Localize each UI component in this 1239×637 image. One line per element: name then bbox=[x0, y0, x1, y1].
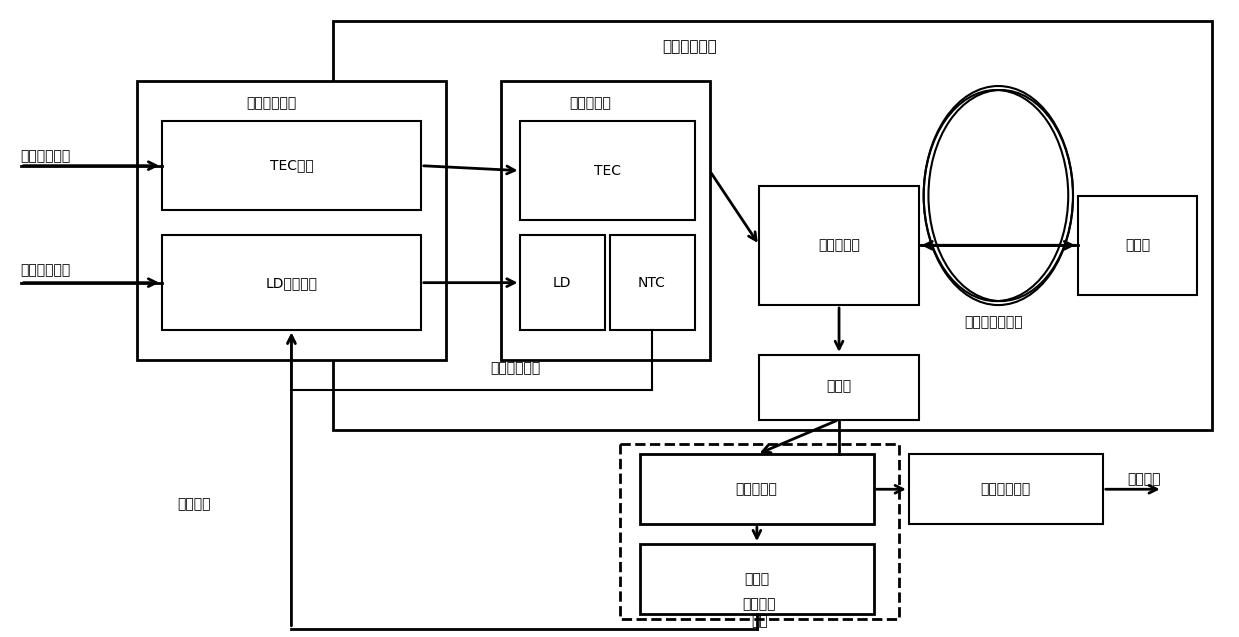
Text: 隔离器: 隔离器 bbox=[826, 380, 851, 394]
Text: 设定功率电压: 设定功率电压 bbox=[21, 263, 71, 277]
Text: LD: LD bbox=[553, 276, 571, 290]
Bar bbox=[501, 81, 710, 360]
Text: 光源输出: 光源输出 bbox=[1127, 472, 1161, 486]
Text: 实际温度电压: 实际温度电压 bbox=[491, 361, 540, 375]
Text: 泵浦激光器: 泵浦激光器 bbox=[569, 96, 611, 110]
Text: 探测器: 探测器 bbox=[743, 572, 769, 586]
Text: 光源驱动电路: 光源驱动电路 bbox=[247, 96, 296, 110]
Bar bbox=[162, 235, 421, 330]
Bar bbox=[908, 454, 1103, 524]
Text: 反射镜: 反射镜 bbox=[1125, 238, 1150, 252]
Text: 功率反馈: 功率反馈 bbox=[177, 497, 211, 511]
Bar bbox=[639, 454, 873, 524]
Bar bbox=[520, 235, 605, 330]
Bar bbox=[620, 445, 898, 619]
Bar bbox=[639, 544, 873, 613]
Text: 高斯谱滤波器: 高斯谱滤波器 bbox=[980, 482, 1031, 496]
Bar bbox=[520, 121, 695, 220]
Bar bbox=[760, 355, 918, 420]
Bar bbox=[162, 121, 421, 210]
Bar bbox=[760, 185, 918, 305]
Text: 分光耦合器: 分光耦合器 bbox=[736, 482, 777, 496]
Text: 高浓度掺钓光纤: 高浓度掺钓光纤 bbox=[964, 315, 1022, 329]
Bar bbox=[333, 21, 1213, 429]
Text: NTC: NTC bbox=[638, 276, 665, 290]
Bar bbox=[1078, 196, 1197, 295]
Bar bbox=[610, 235, 695, 330]
Text: 设定温度电压: 设定温度电压 bbox=[21, 148, 71, 162]
Text: 控制: 控制 bbox=[751, 613, 768, 627]
Text: 双程后向光路: 双程后向光路 bbox=[663, 39, 717, 54]
Text: TEC: TEC bbox=[593, 164, 621, 178]
Text: LD驱动控制: LD驱动控制 bbox=[265, 276, 317, 290]
Text: TEC控制: TEC控制 bbox=[270, 159, 313, 173]
Text: 功率反馈: 功率反馈 bbox=[742, 597, 776, 611]
Bar bbox=[138, 81, 446, 360]
Text: 波分复用器: 波分复用器 bbox=[818, 238, 860, 252]
